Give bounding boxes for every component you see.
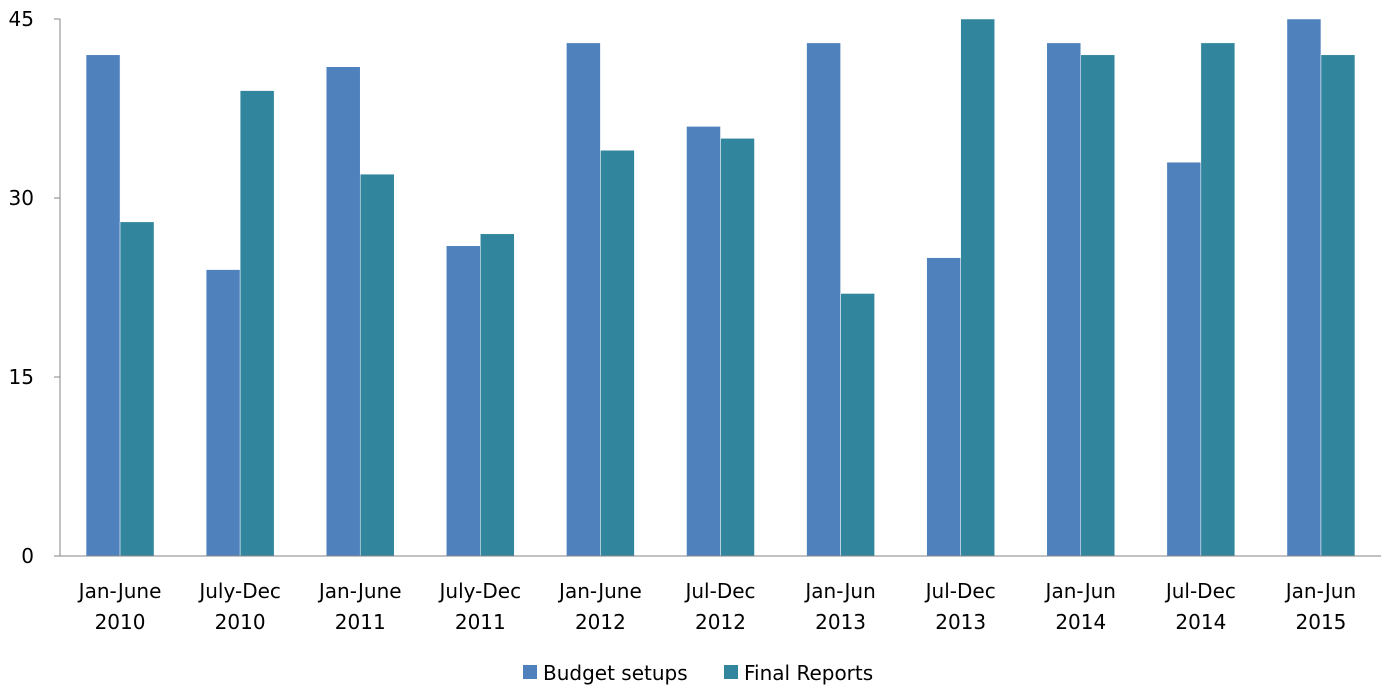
bar-budget-setups	[1166, 161, 1202, 557]
y-axis: 0 15 30 45	[9, 7, 61, 568]
x-tick-label: Jan-Jun 2013	[803, 579, 875, 634]
bar-budget-setups	[686, 126, 721, 557]
bar-final-reports	[720, 138, 755, 557]
x-tick-label-line: Jul-Dec	[683, 579, 755, 603]
x-tick-label-line: 2013	[815, 610, 866, 634]
bar-budget-setups	[446, 245, 481, 557]
x-tick-label-line: 2013	[935, 610, 986, 634]
legend-swatch-final-reports	[724, 665, 738, 679]
legend: Budget setups Final Reports	[523, 661, 873, 685]
bar-budget-setups	[1286, 18, 1322, 557]
x-tick-label-line: 2015	[1296, 610, 1347, 634]
bar-final-reports	[840, 293, 875, 557]
x-tick-label: Jul-Dec 2012	[683, 579, 755, 634]
bar-budget-setups	[926, 257, 961, 557]
bar-final-reports	[600, 150, 635, 557]
x-tick-label: July-Dec 2011	[438, 579, 522, 634]
legend-swatch-budget-setups	[523, 665, 537, 679]
bar-budget-setups	[205, 269, 241, 557]
x-tick-label-line: 2014	[1055, 610, 1106, 634]
x-tick-label-line: Jan-Jun	[803, 579, 875, 603]
x-tick-label-line: Jul-Dec	[1164, 579, 1236, 603]
bar-budget-setups	[85, 54, 121, 557]
x-tick-label-line: 2012	[575, 610, 626, 634]
x-tick-label: Jul-Dec 2014	[1164, 579, 1236, 634]
bar-final-reports	[1320, 54, 1356, 557]
bars	[85, 18, 1356, 557]
y-tick-label: 30	[9, 186, 34, 210]
x-tick-label-line: 2010	[215, 610, 266, 634]
y-tick-label: 15	[9, 365, 34, 389]
x-tick-label: Jul-Dec 2013	[924, 579, 996, 634]
bar-budget-setups	[566, 42, 601, 557]
bar-budget-setups	[806, 42, 841, 557]
x-tick-label-line: 2014	[1175, 610, 1226, 634]
bar-budget-setups	[1046, 42, 1082, 557]
x-tick-label: Jan-Jun 2014	[1044, 579, 1116, 634]
x-tick-label-line: Jan-June	[77, 579, 162, 603]
bar-final-reports	[239, 90, 275, 557]
x-tick-label-line: 2012	[695, 610, 746, 634]
x-tick-label-line: Jan-Jun	[1284, 579, 1356, 603]
x-tick-label-line: Jan-Jun	[1044, 579, 1116, 603]
x-tick-label-line: 2010	[95, 610, 146, 634]
x-tick-label-line: 2011	[335, 610, 386, 634]
x-tick-label-line: July-Dec	[438, 579, 522, 603]
x-tick-label: Jan-June 2010	[77, 579, 162, 634]
x-tick-label: Jan-June 2012	[557, 579, 642, 634]
x-tick-label-line: 2011	[455, 610, 506, 634]
x-tick-label-line: Jan-June	[557, 579, 642, 603]
y-tick-label: 45	[9, 7, 34, 31]
bar-final-reports	[480, 233, 515, 557]
y-tick-label: 0	[21, 544, 34, 568]
x-tick-label: Jan-June 2011	[317, 579, 402, 634]
x-tick-label-line: Jan-June	[317, 579, 402, 603]
bar-final-reports	[119, 221, 155, 557]
bar-final-reports	[1080, 54, 1116, 557]
x-tick-label-line: July-Dec	[197, 579, 281, 603]
x-tick-label: Jan-Jun 2015	[1284, 579, 1356, 634]
bar-final-reports	[359, 173, 395, 557]
legend-label-final-reports: Final Reports	[744, 661, 873, 685]
bar-final-reports	[960, 18, 995, 557]
bar-budget-setups	[325, 66, 361, 557]
bar-final-reports	[1200, 42, 1236, 557]
x-tick-label: July-Dec 2010	[197, 579, 281, 634]
x-tick-label-line: Jul-Dec	[924, 579, 996, 603]
legend-label-budget-setups: Budget setups	[543, 661, 688, 685]
